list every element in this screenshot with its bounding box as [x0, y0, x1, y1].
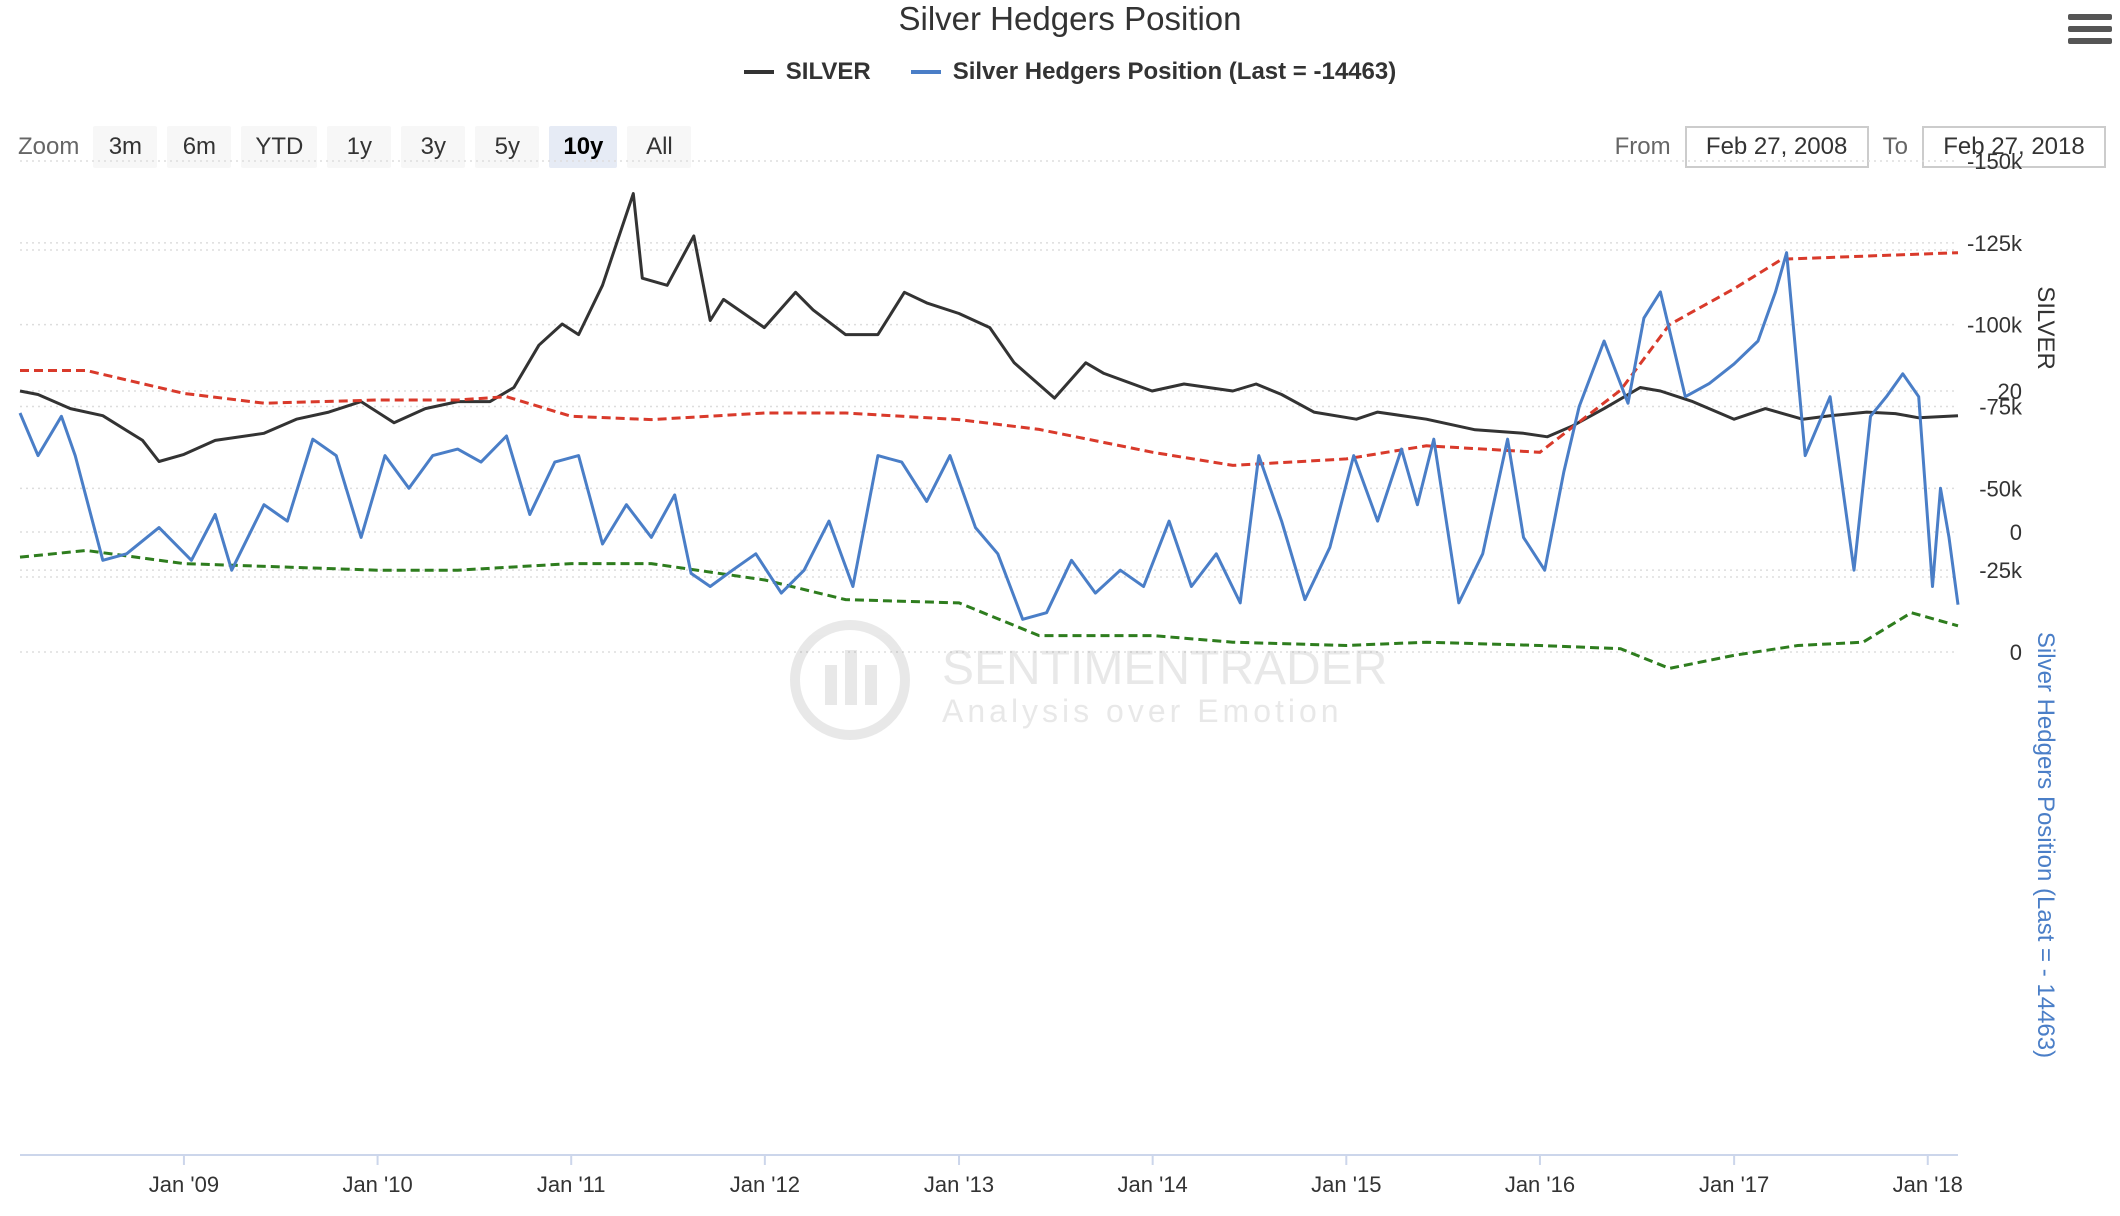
legend-label-silver: SILVER [785, 58, 871, 85]
hedgers-y-tick-label: -75k [1979, 395, 2023, 420]
date-range: From To [1615, 126, 2106, 168]
hedgers-position-line [18, 251, 1960, 621]
hedgers-y-tick-label: -50k [1979, 476, 2023, 501]
watermark-logo-bar [865, 665, 877, 705]
legend-swatch-hedgers [910, 70, 941, 74]
series-lines [18, 192, 1960, 670]
watermark: SENTIMENTRADER Analysis over Emotion [790, 620, 1387, 740]
legend: SILVER Silver Hedgers Position (Last = -… [0, 58, 2120, 86]
x-tick-label: Jan '09 [149, 1172, 219, 1197]
silver-y-tick-label: 0 [2010, 520, 2022, 545]
x-tick-label: Jan '15 [1311, 1172, 1381, 1197]
x-tick-label: Jan '10 [342, 1172, 412, 1197]
silver-y-tick-label: 20 [1998, 379, 2022, 404]
legend-item-silver[interactable]: SILVER [743, 58, 871, 86]
to-date-input[interactable] [1922, 126, 2106, 168]
silver-axis-title: SILVER [2032, 286, 2059, 370]
x-tick-label: Jan '13 [924, 1172, 994, 1197]
silver-price-line [19, 192, 1959, 463]
lower-band-line [20, 251, 1959, 467]
hedgers-axis-title: Silver Hedgers Position (Last = - 14463) [2032, 632, 2059, 1058]
hedgers-y-tick-label: -100k [1967, 313, 2023, 338]
legend-swatch-silver [743, 70, 774, 74]
x-tick-label: Jan '11 [537, 1172, 606, 1197]
legend-label-hedgers: Silver Hedgers Position (Last = -14463) [952, 58, 1397, 85]
chart-title: Silver Hedgers Position [898, 0, 1242, 37]
zoom-button-6m[interactable]: 6m [167, 126, 232, 168]
x-tick-label: Jan '14 [1118, 1172, 1188, 1197]
axis-ticks: 20 0 0 -25k -50k -75k -100k -125k -150k Jan '09 Ja… [149, 149, 2023, 1197]
hedgers-y-tick-label: -25k [1979, 558, 2023, 583]
from-label: From [1614, 133, 1671, 160]
to-label: To [1882, 133, 1908, 160]
watermark-logo-bar [845, 650, 857, 705]
hedgers-y-tick-label: -125k [1967, 231, 2023, 256]
zoom-button-3y[interactable]: 3y [401, 126, 466, 168]
x-tick-label: Jan '17 [1699, 1172, 1769, 1197]
watermark-logo-icon [790, 620, 910, 740]
zoom-label: Zoom [18, 133, 80, 160]
upper-band-line [19, 548, 1959, 670]
from-date-input[interactable] [1684, 126, 1869, 168]
watermark-title: SENTIMENTRADER [942, 642, 1387, 695]
watermark-tagline: Analysis over Emotion [942, 693, 1343, 729]
chart-menu-icon[interactable] [2068, 14, 2112, 48]
x-tick-label: Jan '16 [1505, 1172, 1575, 1197]
hedgers-y-tick-label: -150k [1967, 149, 2023, 174]
watermark-logo-bar [825, 665, 837, 705]
hedgers-y-tick-label: 0 [2010, 640, 2022, 665]
x-tick-label: Jan '18 [1893, 1172, 1963, 1197]
x-tick-label: Jan '12 [730, 1172, 800, 1197]
legend-item-hedgers[interactable]: Silver Hedgers Position (Last = -14463) [910, 58, 1397, 86]
